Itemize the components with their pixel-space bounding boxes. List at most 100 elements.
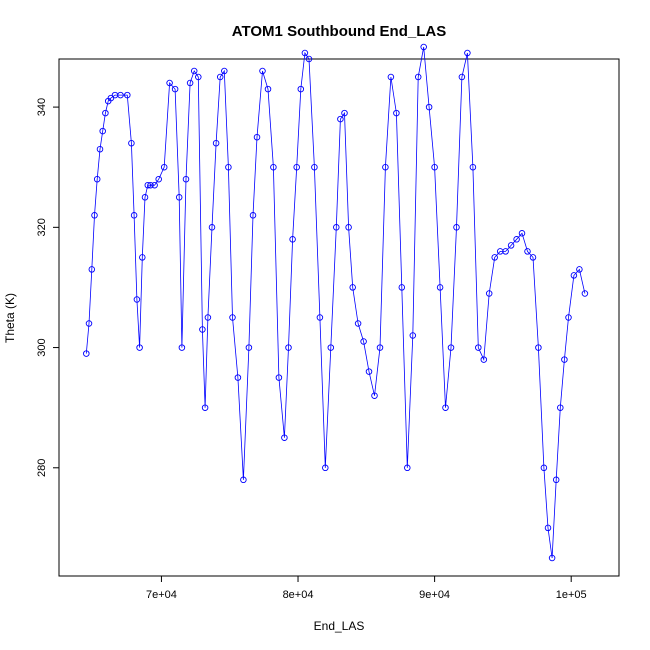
data-point	[431, 163, 438, 171]
data-point	[365, 368, 373, 375]
data-point	[99, 127, 106, 135]
y-tick-label: 320	[36, 218, 48, 236]
data-point	[491, 254, 498, 261]
data-point	[360, 338, 367, 345]
chart-title: ATOM1 Southbound End_LAS	[232, 23, 446, 40]
data-point	[175, 194, 183, 201]
data-point	[151, 181, 158, 189]
x-tick-label: 9e+04	[419, 589, 450, 601]
data-point	[141, 194, 149, 201]
data-point	[182, 175, 190, 183]
data-point	[414, 73, 422, 81]
data-point	[147, 181, 154, 189]
data-point	[544, 524, 552, 532]
data-point	[139, 254, 146, 261]
y-axis-label: Theta (K)	[3, 293, 17, 343]
data-point	[561, 356, 568, 363]
data-point	[201, 404, 209, 411]
data-point	[337, 115, 344, 123]
data-point	[453, 224, 460, 231]
data-point	[240, 476, 247, 484]
data-point	[518, 230, 526, 237]
x-axis-label: End_LAS	[314, 619, 365, 633]
series-layer	[83, 43, 589, 562]
data-point	[107, 94, 115, 102]
data-point	[349, 284, 356, 291]
data-point	[178, 344, 186, 351]
data-point	[409, 332, 417, 339]
data-point	[305, 55, 313, 63]
data-point	[458, 73, 466, 81]
data-point	[259, 67, 266, 75]
data-point	[186, 79, 194, 87]
plot-frame	[58, 58, 620, 577]
data-point	[144, 181, 152, 189]
data-point	[447, 344, 455, 351]
data-point	[327, 344, 335, 351]
data-point	[130, 212, 138, 219]
data-point	[208, 224, 216, 231]
data-point	[404, 464, 411, 472]
data-point	[128, 139, 135, 147]
data-point	[155, 175, 162, 183]
data-point	[96, 145, 104, 153]
x-tick-label: 8e+04	[283, 589, 314, 601]
y-tick-label: 300	[36, 338, 48, 356]
data-point	[245, 344, 253, 351]
data-point	[464, 49, 471, 57]
data-point	[133, 296, 141, 303]
data-point	[160, 163, 168, 171]
data-point	[376, 344, 384, 351]
data-point	[393, 109, 400, 117]
data-point	[297, 85, 305, 93]
data-point	[565, 314, 572, 321]
data-point	[345, 224, 352, 231]
data-point	[166, 79, 173, 87]
data-point	[212, 139, 220, 147]
data-point	[442, 404, 449, 411]
data-point	[475, 344, 482, 351]
data-point	[469, 163, 477, 171]
data-point	[485, 290, 493, 297]
data-point	[91, 212, 98, 219]
data-point	[270, 163, 277, 171]
data-point	[234, 374, 242, 381]
data-point	[480, 356, 488, 363]
data-point	[382, 163, 389, 171]
data-point	[322, 464, 329, 472]
data-point	[576, 266, 583, 273]
data-point	[548, 554, 556, 562]
data-point	[136, 344, 143, 351]
data-point	[171, 85, 179, 93]
data-point	[354, 320, 362, 327]
data-point	[264, 85, 272, 93]
data-point	[229, 314, 236, 321]
data-point	[190, 67, 198, 75]
data-point	[341, 109, 348, 117]
data-point	[275, 374, 283, 381]
data-point	[93, 175, 101, 183]
data-point	[124, 91, 131, 99]
y-tick-label: 280	[36, 459, 48, 477]
data-point	[502, 248, 509, 255]
data-point	[221, 67, 228, 75]
data-point	[540, 464, 548, 472]
data-point	[289, 236, 296, 243]
data-point	[436, 284, 444, 291]
data-point	[581, 290, 589, 297]
data-point	[285, 344, 292, 351]
data-point	[535, 344, 542, 351]
data-point	[88, 266, 96, 273]
data-point	[507, 242, 515, 249]
data-point	[225, 163, 232, 171]
data-point	[425, 103, 433, 111]
series-line	[85, 46, 586, 559]
data-point	[85, 320, 93, 327]
data-point	[195, 73, 202, 81]
data-point	[333, 224, 340, 231]
data-point	[371, 392, 378, 399]
data-point	[199, 326, 206, 333]
data-point	[420, 43, 427, 51]
x-tick-label: 7e+04	[146, 589, 177, 601]
